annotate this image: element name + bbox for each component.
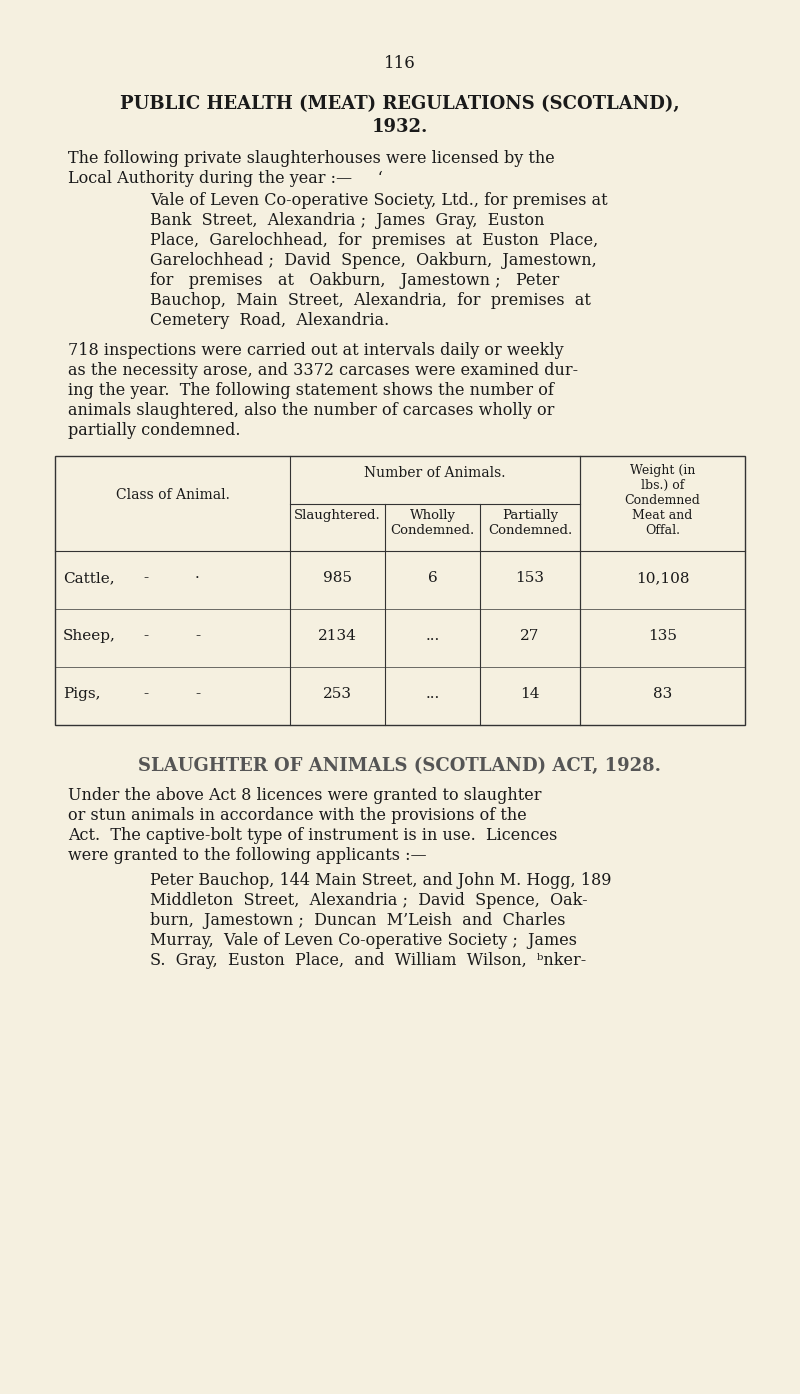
Text: Sheep,: Sheep, <box>63 629 116 643</box>
Text: burn,  Jamestown ;  Duncan  M’Leish  and  Charles: burn, Jamestown ; Duncan M’Leish and Cha… <box>150 912 566 928</box>
Text: Murray,  Vale of Leven Co-operative Society ;  James: Murray, Vale of Leven Co-operative Socie… <box>150 933 577 949</box>
Text: Bank  Street,  Alexandria ;  James  Gray,  Euston: Bank Street, Alexandria ; James Gray, Eu… <box>150 212 545 229</box>
Text: 253: 253 <box>323 687 352 701</box>
Text: -: - <box>195 629 200 643</box>
Text: ing the year.  The following statement shows the number of: ing the year. The following statement sh… <box>68 382 554 399</box>
Text: Middleton  Street,  Alexandria ;  David  Spence,  Oak-: Middleton Street, Alexandria ; David Spe… <box>150 892 588 909</box>
Text: S.  Gray,  Euston  Place,  and  William  Wilson,  ᵇnker-: S. Gray, Euston Place, and William Wilso… <box>150 952 586 969</box>
Text: 1932.: 1932. <box>372 118 428 137</box>
Text: Peter Bauchop, 144 Main Street, and John M. Hogg, 189: Peter Bauchop, 144 Main Street, and John… <box>150 873 611 889</box>
Text: Bauchop,  Main  Street,  Alexandria,  for  premises  at: Bauchop, Main Street, Alexandria, for pr… <box>150 291 591 309</box>
Text: -: - <box>143 687 148 701</box>
Text: -: - <box>143 629 148 643</box>
Text: Weight (in
lbs.) of
Condemned
Meat and
Offal.: Weight (in lbs.) of Condemned Meat and O… <box>625 464 701 537</box>
Bar <box>55 456 745 725</box>
Text: 83: 83 <box>653 687 672 701</box>
Text: Partially
Condemned.: Partially Condemned. <box>488 509 572 537</box>
Text: Wholly
Condemned.: Wholly Condemned. <box>390 509 474 537</box>
Text: animals slaughtered, also the number of carcases wholly or: animals slaughtered, also the number of … <box>68 401 554 420</box>
Text: -: - <box>195 687 200 701</box>
Text: -: - <box>143 572 148 585</box>
Text: 153: 153 <box>515 572 545 585</box>
Text: Place,  Garelochhead,  for  premises  at  Euston  Place,: Place, Garelochhead, for premises at Eus… <box>150 231 598 250</box>
Text: PUBLIC HEALTH (MEAT) REGULATIONS (SCOTLAND),: PUBLIC HEALTH (MEAT) REGULATIONS (SCOTLA… <box>120 95 680 113</box>
Text: Cemetery  Road,  Alexandria.: Cemetery Road, Alexandria. <box>150 312 390 329</box>
Text: 27: 27 <box>520 629 540 643</box>
Text: 135: 135 <box>648 629 677 643</box>
Text: ...: ... <box>426 629 440 643</box>
Text: ·: · <box>195 572 200 585</box>
Text: Under the above Act 8 licences were granted to slaughter: Under the above Act 8 licences were gran… <box>68 788 542 804</box>
Text: The following private slaughterhouses were licensed by the: The following private slaughterhouses we… <box>68 151 554 167</box>
Text: or stun animals in accordance with the provisions of the: or stun animals in accordance with the p… <box>68 807 526 824</box>
Text: 718 inspections were carried out at intervals daily or weekly: 718 inspections were carried out at inte… <box>68 342 564 360</box>
Text: Local Authority during the year :—     ‘: Local Authority during the year :— ‘ <box>68 170 383 187</box>
Text: as the necessity arose, and 3372 carcases were examined dur-: as the necessity arose, and 3372 carcase… <box>68 362 578 379</box>
Text: Cattle,: Cattle, <box>63 572 114 585</box>
Text: Class of Animal.: Class of Animal. <box>115 488 230 502</box>
Text: Pigs,: Pigs, <box>63 687 101 701</box>
Text: ...: ... <box>426 687 440 701</box>
Text: for   premises   at   Oakburn,   Jamestown ;   Peter: for premises at Oakburn, Jamestown ; Pet… <box>150 272 559 289</box>
Text: 14: 14 <box>520 687 540 701</box>
Text: SLAUGHTER OF ANIMALS (SCOTLAND) ACT, 1928.: SLAUGHTER OF ANIMALS (SCOTLAND) ACT, 192… <box>138 757 662 775</box>
Text: 116: 116 <box>384 54 416 72</box>
Text: Slaughtered.: Slaughtered. <box>294 509 381 521</box>
Text: Garelochhead ;  David  Spence,  Oakburn,  Jamestown,: Garelochhead ; David Spence, Oakburn, Ja… <box>150 252 597 269</box>
Text: 2134: 2134 <box>318 629 357 643</box>
Text: were granted to the following applicants :—: were granted to the following applicants… <box>68 848 426 864</box>
Text: 6: 6 <box>428 572 438 585</box>
Text: 10,108: 10,108 <box>636 572 690 585</box>
Text: Act.  The captive-bolt type of instrument is in use.  Licences: Act. The captive-bolt type of instrument… <box>68 827 558 843</box>
Text: 985: 985 <box>323 572 352 585</box>
Text: Number of Animals.: Number of Animals. <box>364 466 506 480</box>
Text: Vale of Leven Co-operative Society, Ltd., for premises at: Vale of Leven Co-operative Society, Ltd.… <box>150 192 608 209</box>
Text: partially condemned.: partially condemned. <box>68 422 241 439</box>
